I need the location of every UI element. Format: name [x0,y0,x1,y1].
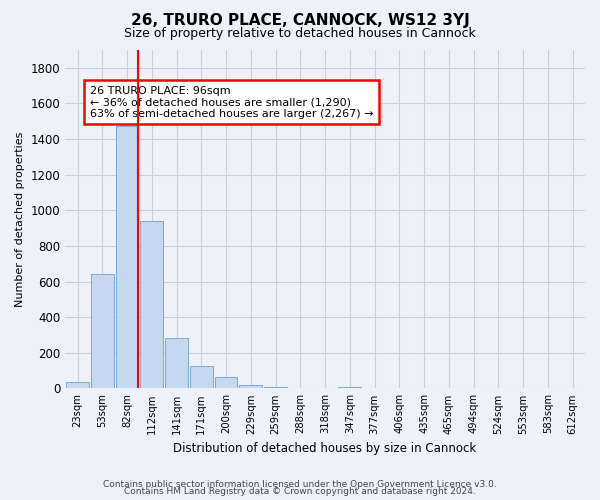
Bar [66,382,89,388]
Bar [264,386,287,388]
Bar [338,386,361,388]
Text: 26, TRURO PLACE, CANNOCK, WS12 3YJ: 26, TRURO PLACE, CANNOCK, WS12 3YJ [131,12,469,28]
Bar [239,384,262,388]
Bar [140,222,163,388]
Bar [116,126,139,388]
Bar [165,338,188,388]
Bar [91,274,113,388]
Text: Contains public sector information licensed under the Open Government Licence v3: Contains public sector information licen… [103,480,497,489]
Text: 26 TRURO PLACE: 96sqm
← 36% of detached houses are smaller (1,290)
63% of semi-d: 26 TRURO PLACE: 96sqm ← 36% of detached … [90,86,373,119]
Bar [190,366,213,388]
Text: Size of property relative to detached houses in Cannock: Size of property relative to detached ho… [124,28,476,40]
Bar [215,377,238,388]
Text: Contains HM Land Registry data © Crown copyright and database right 2024.: Contains HM Land Registry data © Crown c… [124,487,476,496]
X-axis label: Distribution of detached houses by size in Cannock: Distribution of detached houses by size … [173,442,477,455]
Y-axis label: Number of detached properties: Number of detached properties [15,132,25,307]
